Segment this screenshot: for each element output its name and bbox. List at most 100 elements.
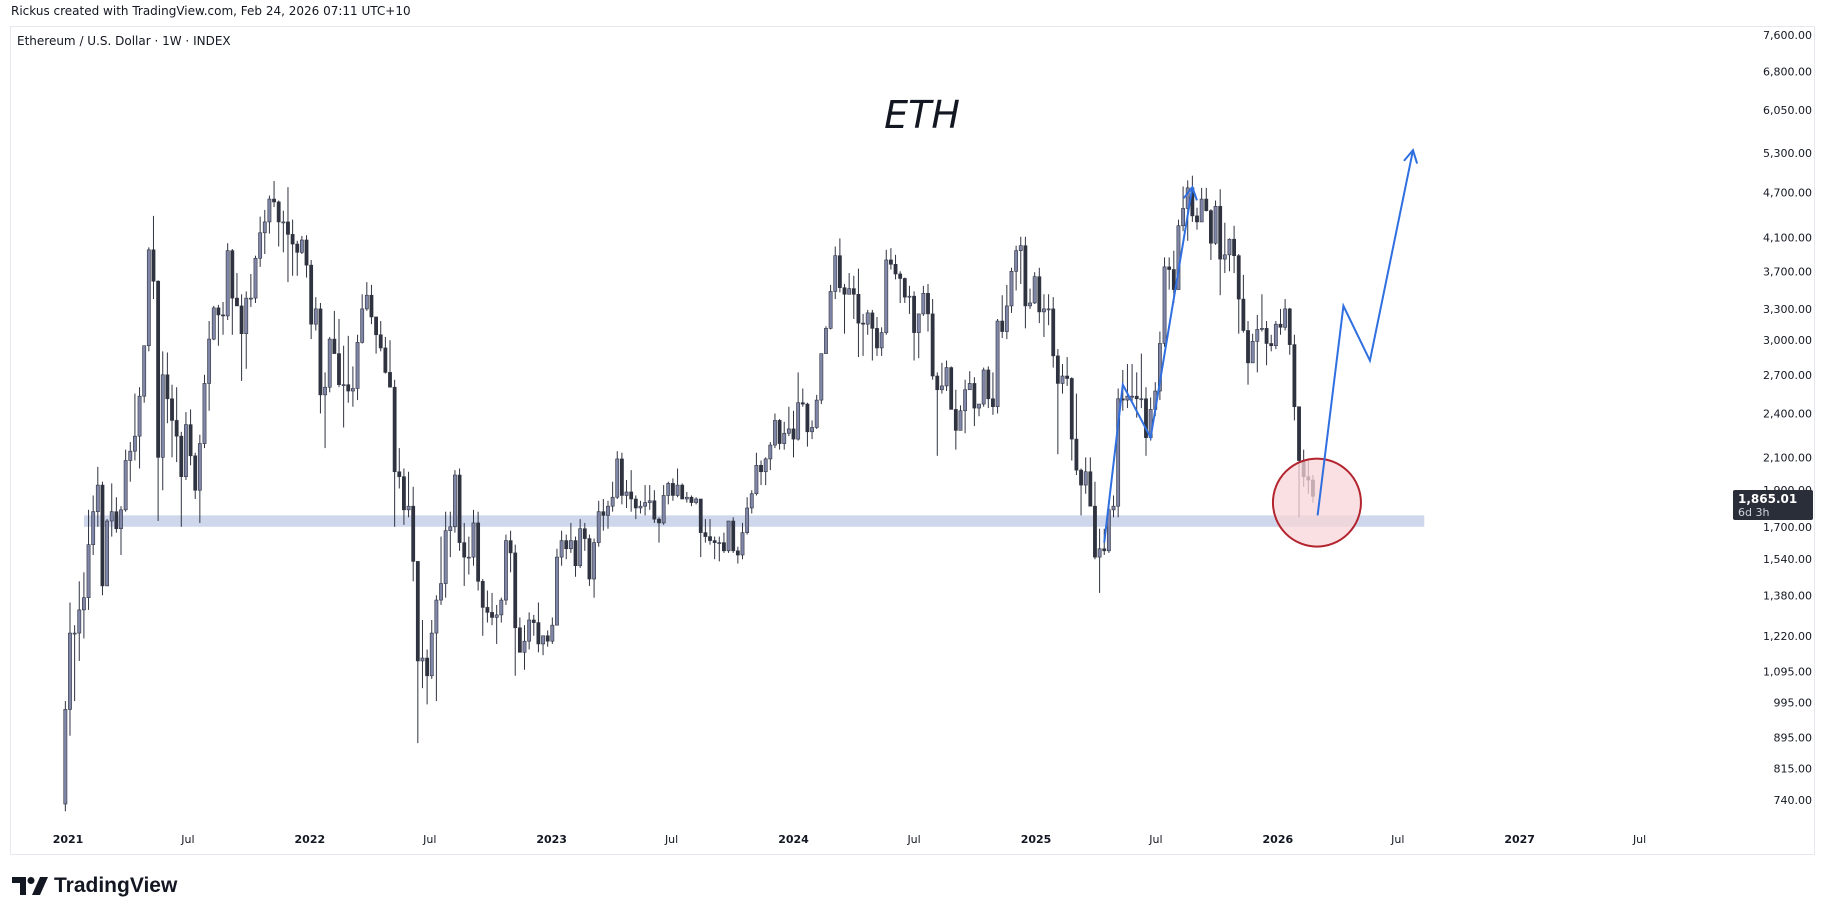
price-tick-label: 7,600.00 xyxy=(1763,29,1812,42)
candle-body-up xyxy=(786,428,791,434)
candle xyxy=(1014,245,1019,291)
candle xyxy=(777,419,782,450)
candle xyxy=(930,299,935,380)
candle-body-up xyxy=(364,294,369,310)
candle-body-down xyxy=(888,259,893,265)
candle xyxy=(299,235,304,255)
candle xyxy=(1167,257,1172,290)
candle xyxy=(879,327,884,356)
candle xyxy=(1116,388,1121,518)
price-axis[interactable]: 7,600.00 6,800.00 6,050.00 5,300.00 4,700.00… xyxy=(1763,29,1812,807)
candle xyxy=(239,294,244,381)
chart-pane[interactable] xyxy=(10,26,1815,855)
candle xyxy=(425,649,430,705)
candle xyxy=(926,283,930,332)
candle-body-up xyxy=(643,502,647,507)
candle-body-down xyxy=(620,458,624,496)
candle xyxy=(837,238,842,293)
candle xyxy=(1287,307,1292,355)
candle-body-up xyxy=(119,509,123,530)
candle-body-down xyxy=(286,221,290,235)
candle-body-down xyxy=(1236,255,1241,300)
candle xyxy=(1004,284,1009,340)
candle-body-up xyxy=(95,484,100,512)
candle xyxy=(888,248,893,270)
candle-body-down xyxy=(239,305,244,334)
candle-body-up xyxy=(258,232,263,259)
candle xyxy=(77,581,82,661)
candle-body-down xyxy=(318,308,323,396)
support-band[interactable] xyxy=(83,515,1425,527)
candle-body-up xyxy=(768,444,773,460)
candle xyxy=(462,522,467,586)
candle-body-down xyxy=(777,420,782,444)
candle-body-down xyxy=(1037,276,1042,313)
bar-countdown: 6d 3h xyxy=(1738,506,1769,519)
candle xyxy=(791,410,796,458)
candle xyxy=(1069,377,1074,461)
candle-body-down xyxy=(193,455,198,491)
candle-body-up xyxy=(1046,308,1051,311)
candle-body-up xyxy=(907,295,912,298)
candle-body-down xyxy=(564,540,569,550)
candle xyxy=(332,310,337,354)
candle xyxy=(745,497,750,535)
candle xyxy=(615,451,620,499)
time-axis[interactable]: 2021 Jul 2022 Jul 2023 Jul 2024 Jul 2025 Jul 2026 J… xyxy=(53,833,1647,846)
candle xyxy=(174,387,179,463)
candle-body-up xyxy=(77,609,82,634)
candle xyxy=(1023,236,1028,329)
candle xyxy=(1273,321,1278,350)
candle-body-down xyxy=(1093,505,1097,558)
candle xyxy=(684,491,689,503)
chart-title-annotation[interactable]: ETH xyxy=(884,93,960,137)
candle-body-up xyxy=(522,640,527,653)
price-tick-label: 2,700.00 xyxy=(1763,369,1812,382)
candle-body-down xyxy=(1065,375,1070,379)
projection-arrow-path[interactable] xyxy=(1316,149,1414,516)
candle xyxy=(109,483,114,537)
candle-body-up xyxy=(763,458,768,473)
candle-body-down xyxy=(272,198,276,203)
candle xyxy=(1079,468,1083,516)
candle-body-down xyxy=(1074,438,1079,471)
candle xyxy=(652,490,657,523)
candle-body-down xyxy=(842,287,847,295)
candle-body-down xyxy=(671,483,675,496)
price-tick-label: 3,000.00 xyxy=(1763,334,1812,347)
candle-body-up xyxy=(142,345,147,397)
candle-body-up xyxy=(981,369,986,405)
candle xyxy=(1227,238,1232,272)
candle-body-down xyxy=(1069,378,1074,440)
candle-body-down xyxy=(991,398,995,408)
candle xyxy=(95,466,100,527)
candle-body-down xyxy=(1269,343,1274,347)
candle-body-up xyxy=(796,402,801,440)
candle xyxy=(898,271,903,303)
tradingview-logo[interactable]: TradingView xyxy=(12,874,177,898)
candle xyxy=(1111,495,1116,518)
time-tick-label: Jul xyxy=(664,833,678,846)
candle-body-down xyxy=(1297,406,1301,461)
time-tick-label: Jul xyxy=(422,833,436,846)
candle xyxy=(1060,364,1065,394)
candle-body-down xyxy=(476,522,481,582)
past-wave-path[interactable] xyxy=(1103,187,1194,543)
candle-body-down xyxy=(1079,469,1083,486)
candle xyxy=(1139,353,1144,409)
candle-body-down xyxy=(851,288,856,295)
candle xyxy=(916,313,921,359)
candle-body-up xyxy=(921,293,926,315)
candle xyxy=(991,372,995,415)
candle xyxy=(1260,294,1264,332)
candle-body-up xyxy=(610,496,615,507)
candle xyxy=(188,409,193,466)
price-tick-label: 815.00 xyxy=(1774,762,1813,775)
highlight-circle[interactable] xyxy=(1271,457,1362,548)
candle xyxy=(1199,187,1204,223)
candle xyxy=(184,412,188,481)
candle-body-up xyxy=(749,493,754,509)
annotations-layer xyxy=(1103,148,1419,548)
candle-body-up xyxy=(448,526,453,531)
